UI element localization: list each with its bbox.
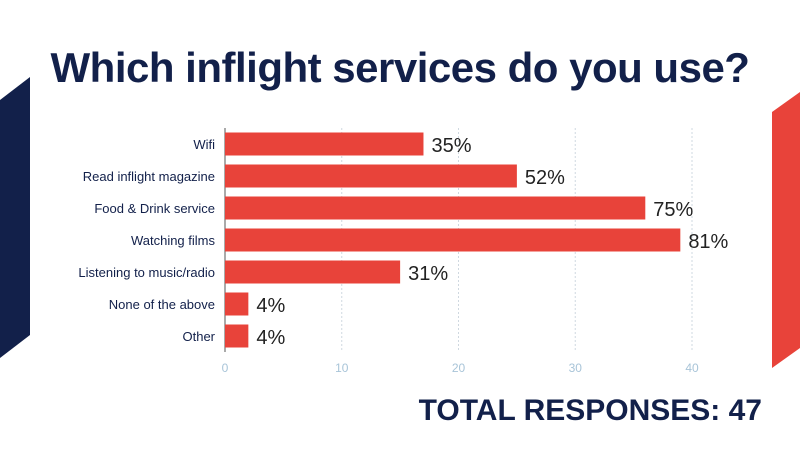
x-tick-label: 10 — [335, 361, 349, 375]
data-label: 35% — [431, 135, 471, 157]
red-side-shape — [772, 92, 800, 368]
category-label: Wifi — [193, 137, 215, 152]
category-label: Watching films — [131, 233, 216, 248]
data-label: 4% — [256, 295, 285, 317]
bar — [225, 164, 517, 188]
x-tick-label: 40 — [685, 361, 699, 375]
data-label: 4% — [256, 327, 285, 349]
data-label: 81% — [688, 231, 728, 253]
x-tick-label: 0 — [222, 361, 229, 375]
data-label: 31% — [408, 263, 448, 285]
chart-title: Which inflight services do you use? — [50, 44, 750, 91]
bar — [225, 228, 681, 252]
bar — [225, 324, 249, 348]
data-label: 52% — [525, 167, 565, 189]
category-label: Listening to music/radio — [78, 265, 215, 280]
data-label: 75% — [653, 199, 693, 221]
bar — [225, 132, 424, 156]
category-label: Food & Drink service — [94, 201, 215, 216]
bar — [225, 260, 401, 284]
total-responses: TOTAL RESPONSES: 47 — [418, 394, 762, 427]
category-label: Other — [182, 329, 215, 344]
category-label: Read inflight magazine — [83, 169, 215, 184]
x-tick-label: 30 — [569, 361, 583, 375]
x-tick-label: 20 — [452, 361, 466, 375]
bar — [225, 196, 646, 220]
bar — [225, 292, 249, 316]
category-label: None of the above — [109, 297, 215, 312]
navy-side-shape — [0, 77, 30, 358]
